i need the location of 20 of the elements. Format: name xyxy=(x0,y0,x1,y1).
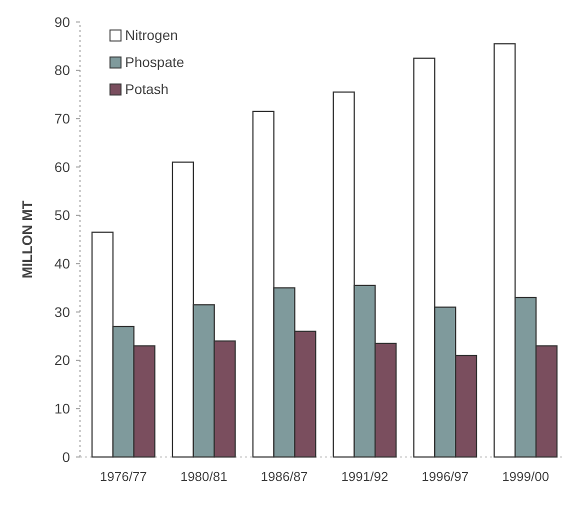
x-tick-label: 1991/92 xyxy=(341,469,388,484)
y-axis-title: MILLON MT xyxy=(19,200,35,278)
y-tick-label: 0 xyxy=(62,448,70,465)
legend-label: Potash xyxy=(125,81,169,97)
x-tick-label: 1980/81 xyxy=(180,469,228,484)
y-tick-label: 70 xyxy=(54,110,70,127)
x-tick-label: 1996/97 xyxy=(422,469,469,484)
y-tick-label: 50 xyxy=(54,207,70,224)
legend-label: Nitrogen xyxy=(125,27,178,43)
y-tick-label: 20 xyxy=(54,352,70,368)
x-tick-label: 1999/00 xyxy=(502,469,550,484)
x-tick-label: 1986/87 xyxy=(260,469,308,484)
y-tick-label: 60 xyxy=(54,158,70,175)
x-tick-label: 1976/77 xyxy=(100,469,147,484)
legend-label: Phospate xyxy=(125,54,184,70)
y-tick-label: 80 xyxy=(54,62,70,78)
y-tick-label: 40 xyxy=(54,256,70,272)
y-tick-label: 30 xyxy=(54,304,70,320)
y-tick-label: 90 xyxy=(54,14,70,30)
y-tick-label: 10 xyxy=(54,400,70,417)
